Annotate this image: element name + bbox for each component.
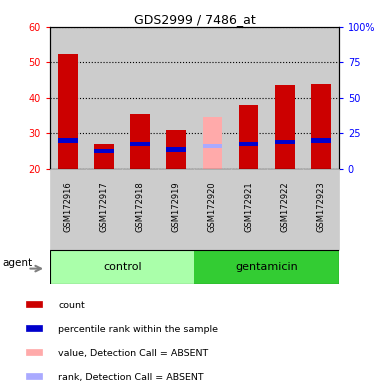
Text: GSM172917: GSM172917 (100, 181, 109, 232)
Bar (122, 169, 158, 250)
Bar (50, 250, 194, 284)
Text: GSM172916: GSM172916 (64, 181, 73, 232)
Bar (303, 27, 339, 169)
Bar (158, 27, 194, 169)
Bar (303, 169, 339, 250)
Bar (275, 86, 295, 169)
Bar (275, 140, 295, 144)
Bar (203, 144, 223, 148)
Bar (266, 27, 303, 169)
Bar (131, 114, 150, 169)
Text: gentamicin: gentamicin (235, 262, 298, 272)
Bar (94, 144, 114, 169)
Text: control: control (103, 262, 142, 272)
Bar (26, 349, 42, 356)
Text: GSM172921: GSM172921 (244, 181, 253, 232)
Bar (158, 169, 194, 250)
Bar (50, 169, 86, 250)
Bar (26, 325, 42, 331)
Bar (26, 301, 42, 308)
Text: count: count (58, 301, 85, 310)
Bar (311, 84, 331, 169)
Bar (266, 169, 303, 250)
Text: GSM172920: GSM172920 (208, 181, 217, 232)
Bar (311, 138, 331, 143)
Bar (94, 149, 114, 153)
Text: GSM172918: GSM172918 (136, 181, 145, 232)
Text: rank, Detection Call = ABSENT: rank, Detection Call = ABSENT (58, 373, 204, 382)
Bar (131, 142, 150, 146)
Text: GSM172919: GSM172919 (172, 181, 181, 232)
Bar (194, 27, 231, 169)
Text: agent: agent (3, 258, 33, 268)
Bar (86, 27, 122, 169)
Bar (50, 27, 86, 169)
Bar (166, 130, 186, 169)
Bar (194, 169, 231, 250)
Bar (166, 147, 186, 152)
Text: GSM172923: GSM172923 (316, 181, 325, 232)
Title: GDS2999 / 7486_at: GDS2999 / 7486_at (134, 13, 255, 26)
Bar (239, 142, 258, 146)
Bar (231, 169, 266, 250)
Bar (194, 250, 339, 284)
Bar (86, 169, 122, 250)
Text: value, Detection Call = ABSENT: value, Detection Call = ABSENT (58, 349, 208, 358)
Bar (239, 105, 258, 169)
Bar (203, 118, 223, 169)
Text: percentile rank within the sample: percentile rank within the sample (58, 325, 218, 334)
Bar (58, 53, 78, 169)
Bar (26, 373, 42, 379)
Text: GSM172922: GSM172922 (280, 181, 289, 232)
Bar (231, 27, 266, 169)
Bar (122, 27, 158, 169)
Bar (58, 138, 78, 143)
